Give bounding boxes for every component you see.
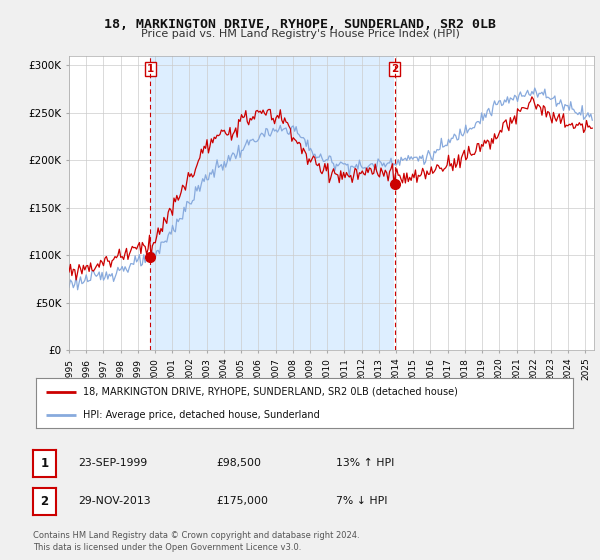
Text: Contains HM Land Registry data © Crown copyright and database right 2024.
This d: Contains HM Land Registry data © Crown c… (33, 531, 359, 552)
Text: 23-SEP-1999: 23-SEP-1999 (78, 458, 147, 468)
Text: £98,500: £98,500 (216, 458, 261, 468)
Bar (151, 56, 394, 350)
Text: 2: 2 (40, 494, 49, 508)
Text: 7% ↓ HPI: 7% ↓ HPI (336, 496, 388, 506)
Text: 1: 1 (40, 456, 49, 470)
Text: £175,000: £175,000 (216, 496, 268, 506)
Text: 13% ↑ HPI: 13% ↑ HPI (336, 458, 394, 468)
Text: 29-NOV-2013: 29-NOV-2013 (78, 496, 151, 506)
Text: 18, MARKINGTON DRIVE, RYHOPE, SUNDERLAND, SR2 0LB (detached house): 18, MARKINGTON DRIVE, RYHOPE, SUNDERLAND… (83, 386, 458, 396)
Text: 18, MARKINGTON DRIVE, RYHOPE, SUNDERLAND, SR2 0LB: 18, MARKINGTON DRIVE, RYHOPE, SUNDERLAND… (104, 18, 496, 31)
Text: 1: 1 (147, 64, 154, 74)
Text: HPI: Average price, detached house, Sunderland: HPI: Average price, detached house, Sund… (83, 410, 320, 420)
Text: 2: 2 (391, 64, 398, 74)
Text: Price paid vs. HM Land Registry's House Price Index (HPI): Price paid vs. HM Land Registry's House … (140, 29, 460, 39)
